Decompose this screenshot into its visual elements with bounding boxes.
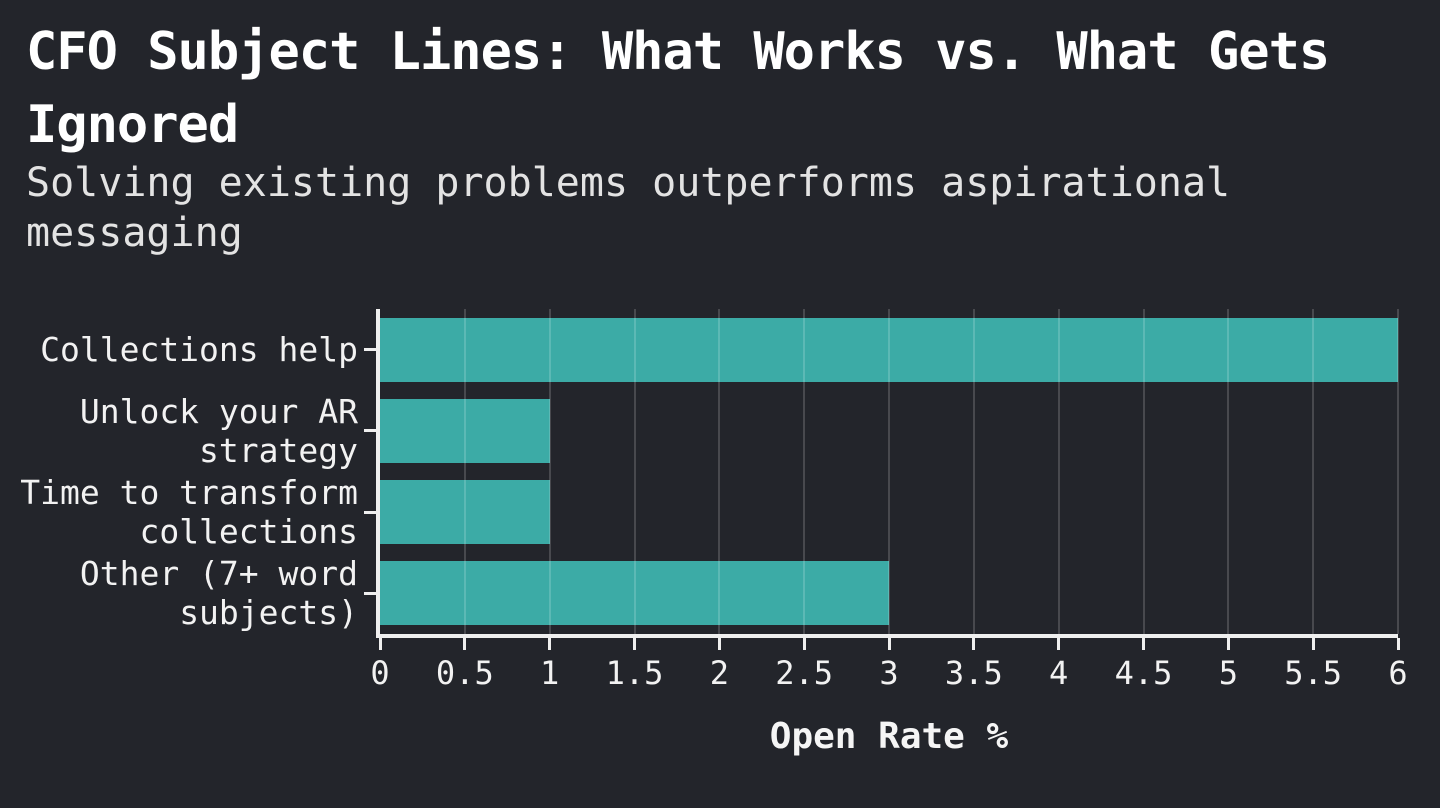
page-subtitle: Solving existing problems outperforms as… [26,160,1231,256]
gridline [1142,309,1145,634]
x-tick-label: 5.5 [1284,654,1343,692]
gridline [718,309,721,634]
x-tick-label: 1 [540,654,560,692]
x-tick-label: 2 [709,654,729,692]
bar [380,561,889,626]
gridline [972,309,975,634]
gridline [803,309,806,634]
x-axis-tick [887,638,891,650]
x-axis-tick [1396,638,1400,650]
x-tick-label: 0.5 [435,654,494,692]
gridline [1227,309,1230,634]
page-title: CFO Subject Lines: What Works vs. What G… [26,22,1330,155]
x-tick-label: 4 [1049,654,1069,692]
plot-area: 0 0.5 1 1.5 2 2.5 3 3.5 4 4.5 5 5.5 6 Collections hel… [20,309,1408,692]
x-tick-label: 1.5 [605,654,664,692]
x-axis-title: Open Rate % [769,716,1009,757]
gridline [1397,309,1399,634]
x-tick-label: 6 [1388,654,1408,692]
gridline [1057,309,1060,634]
x-tick-label: 3.5 [944,654,1003,692]
x-tick-label: 3 [879,654,899,692]
bar [380,317,1398,382]
x-axis-tick [1311,638,1315,650]
y-axis-tick [364,510,376,514]
gridline [888,309,890,634]
y-axis-tick [364,591,376,595]
gridline [463,309,466,634]
x-axis-tick [1226,638,1230,650]
x-axis-tick [1057,638,1061,650]
bar [380,398,550,463]
gridline [1312,309,1315,634]
x-tick-label: 4.5 [1114,654,1173,692]
x-axis-tick [548,638,552,650]
gridline [548,309,551,634]
x-axis-tick [463,638,467,650]
gridline [633,309,636,634]
x-axis-tick [378,638,382,650]
x-axis-tick [802,638,806,650]
y-axis-label: Collections help [40,330,358,370]
y-axis-tick [364,348,376,352]
y-axis-tick [364,429,376,433]
x-axis-tick [1142,638,1145,650]
bar [380,480,550,545]
x-tick-label: 0 [370,654,390,692]
x-tick-label: 5 [1218,654,1238,692]
x-axis-tick [717,638,721,650]
y-axis-label: Unlock your AR strategy [79,391,358,470]
x-axis-tick [972,638,976,650]
y-axis-label: Time to transform collections [20,473,358,552]
x-tick-label: 2.5 [775,654,834,692]
y-axis-label: Other (7+ word subjects) [79,554,358,633]
x-axis-tick [633,638,636,650]
